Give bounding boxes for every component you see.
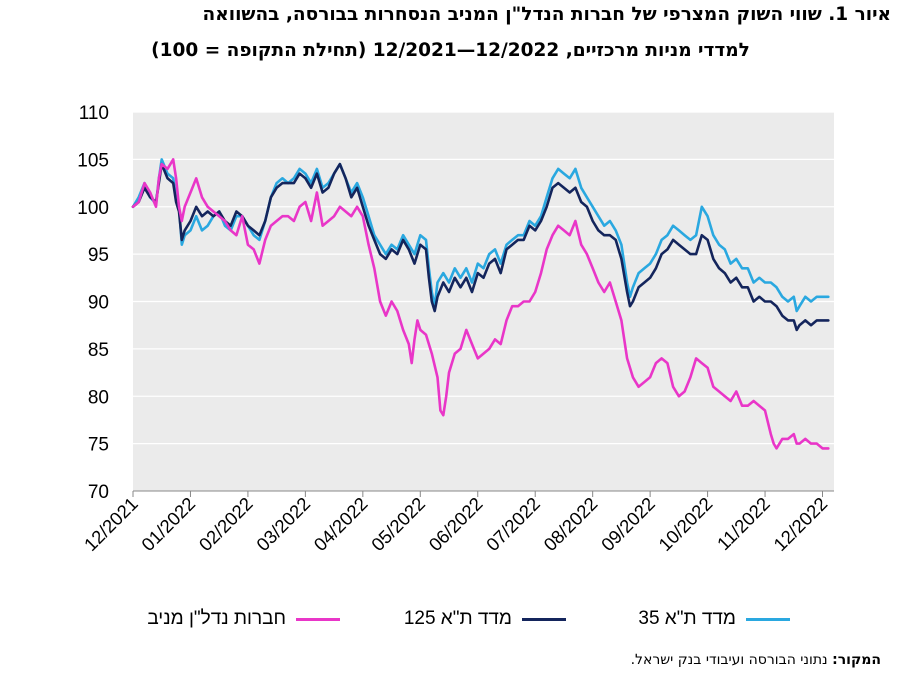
x-tick-label-11: 11/2022 [713, 493, 774, 554]
grid-lines [133, 111, 834, 445]
legend-swatch-ta125 [522, 617, 566, 621]
y-tick-label-105: 105 [77, 150, 109, 171]
x-tick-label-5: 05/2022 [367, 493, 429, 555]
series-line-ta35 [131, 158, 830, 313]
y-axis-ticks: 70 75 80 85 90 95 100 105 110 [77, 103, 109, 503]
y-tick-label-75: 75 [88, 435, 109, 456]
legend-label-realestate: חברות נדל"ן מניב [147, 608, 286, 629]
x-tick-label-8: 08/2022 [539, 493, 601, 555]
x-tick-label-4: 04/2022 [310, 493, 372, 555]
legend-item-ta125: מדד ת"א 125 [404, 604, 566, 634]
y-tick-label-80: 80 [88, 387, 109, 408]
x-tick-label-2: 02/2022 [195, 493, 257, 555]
y-tick-label-90: 90 [88, 293, 109, 314]
series-line-realestate [131, 158, 830, 450]
source-note: המקור: נתוני הבורסה ועיבודי בנק ישראל. [631, 652, 881, 668]
legend-swatch-ta35 [746, 617, 790, 621]
x-tick-label-9: 09/2022 [597, 493, 659, 555]
x-axis: 12/202101/202202/202203/202204/202205/20… [80, 490, 834, 555]
legend-item-ta35: מדד ת"א 35 [638, 604, 790, 634]
x-tick-label-7: 07/2022 [482, 493, 544, 555]
chart-title-line2: למדדי מניות מרכזיים, 12/2022—12/2021 (תח… [151, 40, 750, 61]
x-tick-label-10: 10/2022 [654, 493, 716, 555]
x-tick-label-6: 06/2022 [424, 493, 486, 555]
x-tick-label-12: 12/2022 [769, 493, 831, 555]
x-tick-label-1: 01/2022 [137, 493, 199, 555]
legend-label-ta125: מדד ת"א 125 [403, 608, 512, 629]
y-tick-label-95: 95 [88, 245, 109, 266]
y-tick-label-70: 70 [88, 482, 109, 503]
chart-title-line1: איור 1. שווי השוק המצרפי של חברות הנדל"ן… [202, 4, 891, 25]
chart-legend: מדד ת"א 35 מדד ת"א 125 חברות נדל"ן מניב [130, 604, 790, 634]
legend-item-realestate: חברות נדל"ן מניב [147, 604, 340, 634]
x-tick-label-3: 03/2022 [252, 493, 314, 555]
source-text: נתוני הבורסה ועיבודי בנק ישראל. [630, 652, 833, 668]
legend-label-ta35: מדד ת"א 35 [638, 608, 736, 629]
source-label: המקור: [832, 652, 881, 668]
y-tick-label-110: 110 [79, 103, 109, 124]
y-tick-label-85: 85 [88, 340, 109, 361]
line-chart: 70 75 80 85 90 95 100 105 110 12/202101/202202/2… [77, 103, 834, 555]
legend-swatch-realestate [296, 617, 340, 621]
y-tick-label-100: 100 [77, 198, 109, 219]
series-line-ta125 [131, 162, 830, 332]
series-lines [131, 158, 830, 450]
